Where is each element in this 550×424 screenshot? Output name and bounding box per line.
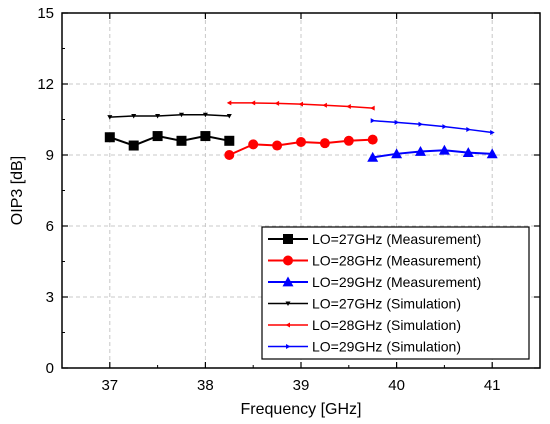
- legend-entry-2: LO=28GHz (Measurement): [268, 253, 481, 269]
- y-tick-label: 0: [46, 360, 54, 377]
- legend-label: LO=27GHz (Simulation): [312, 296, 461, 312]
- data-point: [442, 124, 447, 130]
- data-point: [131, 113, 137, 119]
- legend-entry-6: LO=29GHz (Simulation): [268, 339, 461, 355]
- data-point: [226, 113, 232, 119]
- legend-entry-4: LO=27GHz (Simulation): [268, 296, 461, 312]
- legend-swatch-marker: [282, 276, 294, 287]
- x-tick-label: 40: [388, 377, 405, 394]
- x-tick-label: 41: [484, 377, 501, 394]
- data-point: [152, 131, 163, 142]
- data-point: [490, 130, 495, 136]
- data-point: [415, 145, 426, 156]
- x-tick-label: 39: [293, 377, 310, 394]
- y-tick-label: 3: [46, 289, 54, 306]
- data-point: [438, 144, 450, 155]
- legend: LO=27GHz (Measurement) LO=28GHz (Measurem…: [261, 226, 530, 360]
- data-point: [298, 101, 303, 107]
- data-point: [202, 112, 208, 118]
- data-point: [176, 135, 187, 146]
- data-point: [224, 150, 235, 160]
- y-tick-label: 9: [46, 147, 54, 164]
- series-line: [109, 135, 230, 147]
- data-point: [296, 136, 306, 147]
- data-point: [370, 105, 375, 111]
- y-axis-title: OIP3 [dB]: [9, 156, 26, 225]
- data-point: [418, 121, 423, 127]
- legend-swatch-marker: [283, 234, 293, 244]
- series-line: [109, 114, 230, 118]
- legend-box: [261, 226, 530, 360]
- axis-ticks: 37 38 39 40 41 0 3 6 9 12 15: [37, 5, 541, 394]
- data-point: [462, 147, 474, 158]
- series-3: [367, 144, 498, 162]
- legend-label: LO=29GHz (Measurement): [312, 274, 481, 290]
- data-point: [391, 148, 403, 159]
- data-point: [319, 138, 330, 149]
- x-axis-title: Frequency [GHz]: [241, 401, 362, 418]
- legend-entry-5: LO=28GHz (Simulation): [268, 317, 461, 333]
- legend-swatch-marker: [286, 344, 291, 349]
- plot-series: [104, 100, 498, 162]
- data-point: [107, 115, 113, 120]
- data-point: [367, 151, 379, 162]
- legend-label: LO=28GHz (Simulation): [312, 317, 461, 333]
- legend-label: LO=28GHz (Measurement): [312, 253, 481, 269]
- data-point: [343, 135, 354, 146]
- data-point: [346, 103, 351, 109]
- legend-label: LO=29GHz (Simulation): [312, 339, 461, 355]
- series-1: [104, 131, 235, 151]
- data-point: [466, 126, 471, 132]
- series-6: [370, 118, 495, 136]
- data-point: [322, 102, 327, 108]
- data-point: [274, 100, 280, 106]
- data-point: [248, 139, 259, 150]
- legend-entry-1: LO=27GHz (Measurement): [268, 231, 481, 247]
- series-line: [372, 149, 493, 159]
- legend-swatch-marker: [285, 301, 291, 306]
- data-point: [224, 135, 235, 146]
- data-point: [272, 140, 283, 151]
- data-point: [250, 100, 256, 106]
- legend-swatch-marker: [285, 322, 290, 328]
- data-point: [367, 134, 378, 145]
- x-tick-label: 37: [101, 377, 118, 394]
- legend-swatch-marker: [283, 255, 293, 266]
- data-point: [128, 140, 139, 151]
- data-point: [486, 148, 498, 159]
- series-4: [107, 112, 232, 120]
- series-2: [224, 134, 378, 160]
- data-point: [104, 132, 115, 143]
- data-point: [226, 100, 232, 106]
- data-point: [179, 112, 184, 118]
- data-point: [394, 119, 400, 125]
- series-5: [226, 100, 375, 111]
- y-tick-label: 6: [46, 218, 54, 235]
- y-tick-label: 12: [37, 76, 54, 93]
- data-point: [155, 113, 161, 119]
- legend-label: LO=27GHz (Measurement): [312, 231, 481, 247]
- series-line: [372, 119, 493, 134]
- y-tick-label: 15: [37, 5, 54, 22]
- data-point: [200, 131, 211, 142]
- x-tick-label: 38: [197, 377, 214, 394]
- legend-entry-3: LO=29GHz (Measurement): [268, 274, 481, 290]
- data-point: [370, 118, 376, 124]
